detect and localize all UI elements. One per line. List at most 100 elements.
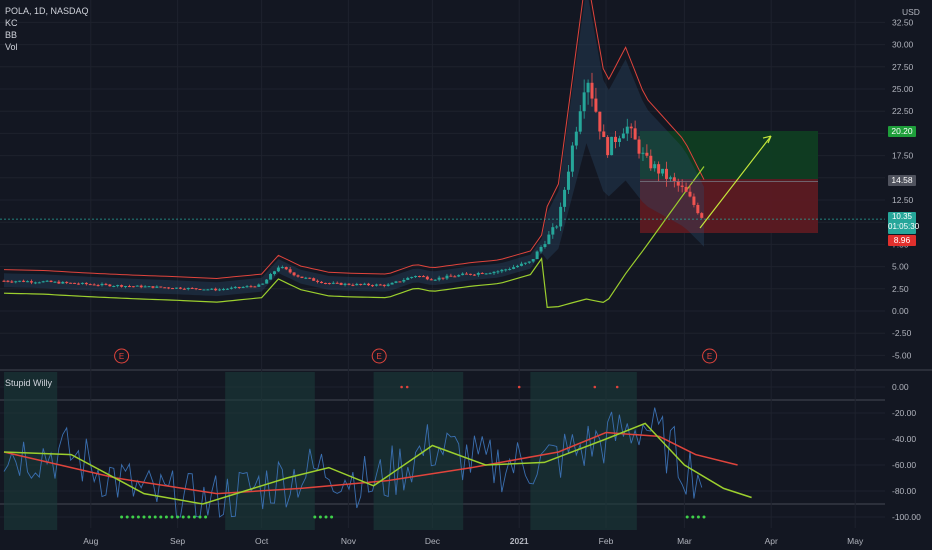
candle-body xyxy=(441,277,445,279)
oversold-dot xyxy=(148,515,152,519)
candle-body xyxy=(245,286,249,288)
candle-body xyxy=(370,285,374,287)
oversold-dot xyxy=(170,515,174,519)
candle-body xyxy=(492,271,496,274)
candle-body xyxy=(512,267,516,269)
oversold-dot xyxy=(120,515,124,519)
candle-body xyxy=(327,283,331,285)
overbought-dot xyxy=(405,385,409,389)
candle-body xyxy=(304,277,308,279)
oversold-dot xyxy=(187,515,191,519)
candle-body xyxy=(253,286,257,288)
oversold-dot xyxy=(192,515,196,519)
candle-body xyxy=(402,279,406,282)
candle-body xyxy=(676,181,680,186)
date-tick-label: Oct xyxy=(255,536,269,546)
oversold-dot xyxy=(696,515,700,519)
candle-body xyxy=(53,281,57,283)
candle-body xyxy=(26,281,30,283)
oscillator-legend[interactable]: Stupid Willy xyxy=(5,378,53,388)
candle-body xyxy=(80,282,84,284)
osc-tick-label: 0.00 xyxy=(892,382,909,392)
candle-body xyxy=(374,284,378,286)
candle-body xyxy=(586,82,590,93)
bar-countdown: 01:05:30 xyxy=(888,222,920,231)
candle-body xyxy=(614,136,618,142)
candle-body xyxy=(69,282,73,284)
candle-body xyxy=(92,284,96,286)
candle-body xyxy=(218,289,222,291)
candle-body xyxy=(700,213,704,218)
candle-body xyxy=(206,289,210,291)
currency-label: USD xyxy=(902,7,920,17)
candle-body xyxy=(143,286,147,288)
candle-body xyxy=(555,226,559,228)
indicator-kc[interactable]: KC xyxy=(5,18,18,28)
candle-body xyxy=(57,281,61,284)
last-price: 10.35 xyxy=(891,212,913,221)
candle-body xyxy=(284,267,288,270)
oversold-dot xyxy=(324,515,328,519)
candle-body xyxy=(696,204,700,214)
candle-body xyxy=(131,286,135,288)
candle-body xyxy=(598,111,602,132)
price-tick-label: 5.00 xyxy=(892,262,909,272)
candle-body xyxy=(6,280,10,282)
session-shade xyxy=(225,372,315,530)
candle-body xyxy=(312,278,316,281)
price-tick-label: 25.00 xyxy=(892,84,914,94)
candle-body xyxy=(504,269,508,271)
candle-body xyxy=(351,284,355,286)
session-shade xyxy=(4,372,58,530)
candle-body xyxy=(449,275,453,277)
candle-body xyxy=(108,284,112,287)
candle-body xyxy=(461,273,465,276)
candle-body xyxy=(300,276,304,278)
candle-body xyxy=(484,273,488,275)
candle-body xyxy=(241,286,245,288)
candle-body xyxy=(563,189,567,207)
candle-body xyxy=(120,285,124,287)
price-tick-label: 0.00 xyxy=(892,306,909,316)
oversold-dot xyxy=(142,515,146,519)
candle-body xyxy=(198,288,202,290)
candle-body xyxy=(445,275,449,279)
lower-band-line xyxy=(3,166,705,309)
candle-body xyxy=(249,286,253,288)
session-shade xyxy=(530,372,637,530)
keltner-upper-line xyxy=(3,0,705,280)
candle-body xyxy=(190,287,194,289)
candle-body xyxy=(578,111,582,132)
price-tick-label: -2.50 xyxy=(892,328,912,338)
candle-body xyxy=(355,283,359,286)
candle-body xyxy=(457,275,461,277)
indicator-vol[interactable]: Vol xyxy=(5,42,18,52)
candle-body xyxy=(76,283,80,285)
price-tick-label: 17.50 xyxy=(892,151,914,161)
candle-body xyxy=(645,152,649,156)
candle-body xyxy=(629,126,633,129)
candle-body xyxy=(680,185,684,187)
candle-body xyxy=(171,288,175,290)
overbought-dot xyxy=(593,385,597,389)
oversold-dot xyxy=(691,515,695,519)
candle-body xyxy=(519,263,523,266)
date-tick-label: Feb xyxy=(599,536,614,546)
candle-body xyxy=(641,152,645,154)
indicator-bb[interactable]: BB xyxy=(5,30,18,40)
candle-body xyxy=(135,285,139,287)
oversold-dot xyxy=(685,515,689,519)
date-tick-label: Aug xyxy=(83,536,98,546)
oversold-dot xyxy=(330,515,334,519)
candle-body xyxy=(61,281,65,284)
candle-body xyxy=(88,284,92,286)
candle-body xyxy=(539,246,543,252)
candle-body xyxy=(49,280,53,283)
candle-body xyxy=(653,164,657,169)
symbol-legend: POLA, 1D, NASDAQ KC BB Vol xyxy=(5,5,89,53)
price-tick-label: 30.00 xyxy=(892,40,914,50)
candle-body xyxy=(476,272,480,275)
candle-body xyxy=(692,196,696,205)
candle-body xyxy=(2,280,6,282)
